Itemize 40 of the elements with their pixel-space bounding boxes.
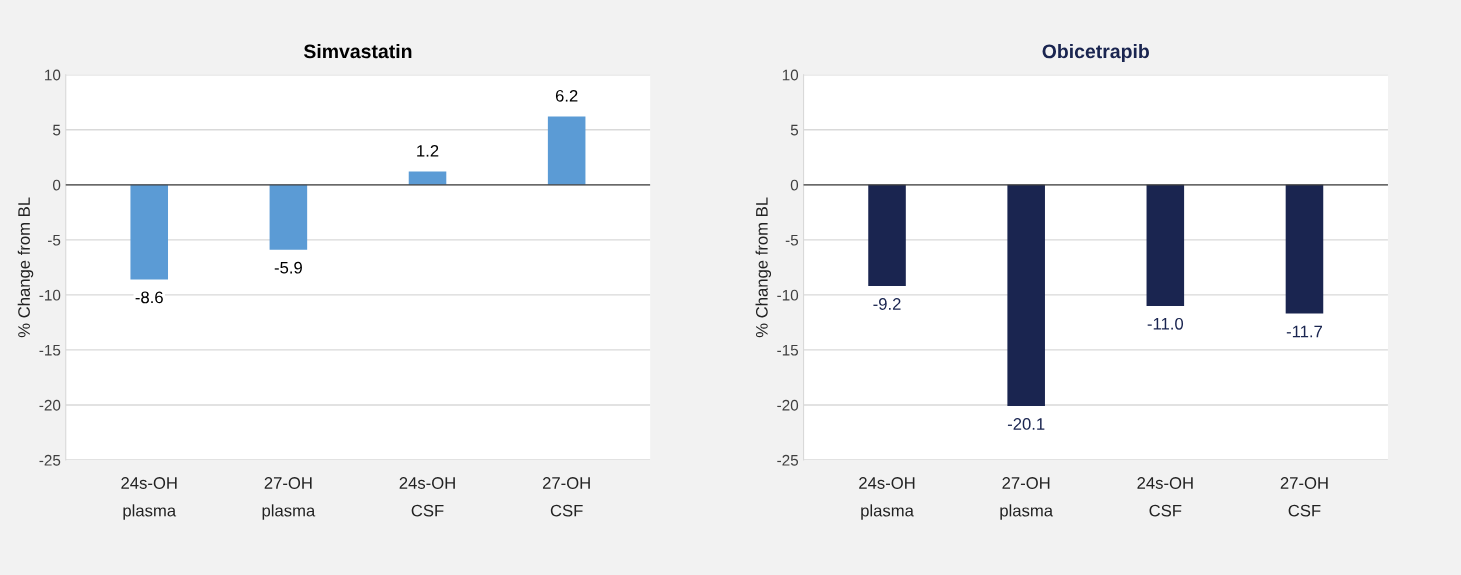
bar — [408, 171, 447, 185]
data-label: 1.2 — [417, 144, 439, 157]
data-label: -11.7 — [1286, 325, 1323, 338]
y-tick-label: 0 — [52, 179, 61, 191]
bar — [269, 184, 308, 250]
y-axis-title: % Change from BL — [17, 197, 34, 338]
x-tick-label: 24s-OH CSF — [399, 477, 455, 517]
data-label: -11.0 — [1147, 317, 1184, 330]
data-label: -9.2 — [873, 298, 901, 310]
y-tick-label: 10 — [45, 69, 61, 81]
y-tick-label: -10 — [777, 289, 799, 301]
data-label: -20.1 — [1007, 418, 1045, 430]
x-tick-label: 24s-OH plasma — [121, 477, 177, 520]
y-tick-label: 10 — [782, 69, 799, 81]
data-label: -5.9 — [274, 261, 302, 274]
y-tick-label: -25 — [39, 454, 61, 466]
y-tick-label: -15 — [777, 344, 799, 356]
chart-title: Simvastatin — [303, 43, 412, 59]
x-tick-label: 27-OH plasma — [262, 477, 316, 520]
x-tick-label: 27-OH CSF — [1280, 477, 1328, 517]
y-tick-label: 0 — [790, 179, 799, 191]
y-tick-label: 5 — [53, 124, 61, 136]
y-tick-label: -10 — [39, 289, 61, 301]
y-tick-label: 5 — [790, 124, 799, 136]
x-tick-label: 24s-OH CSF — [1137, 477, 1193, 517]
bar — [130, 184, 169, 280]
y-tick-label: -20 — [777, 399, 799, 411]
x-tick-label: 27-OH plasma — [1000, 477, 1054, 520]
x-tick-label: 27-OH CSF — [542, 477, 590, 517]
y-tick-label: -5 — [47, 234, 61, 246]
y-tick-label: -20 — [39, 399, 61, 411]
bar — [547, 116, 586, 185]
x-tick-label: 24s-OH plasma — [859, 477, 915, 520]
data-label: -8.6 — [135, 291, 163, 304]
y-tick-label: -5 — [785, 234, 799, 246]
chart-title: Obicetrapib — [1042, 43, 1149, 63]
y-tick-label: -25 — [777, 454, 799, 466]
y-tick-label: -15 — [39, 344, 61, 356]
data-label: 6.2 — [555, 89, 578, 102]
y-axis-title: % Change from BL — [755, 197, 772, 338]
